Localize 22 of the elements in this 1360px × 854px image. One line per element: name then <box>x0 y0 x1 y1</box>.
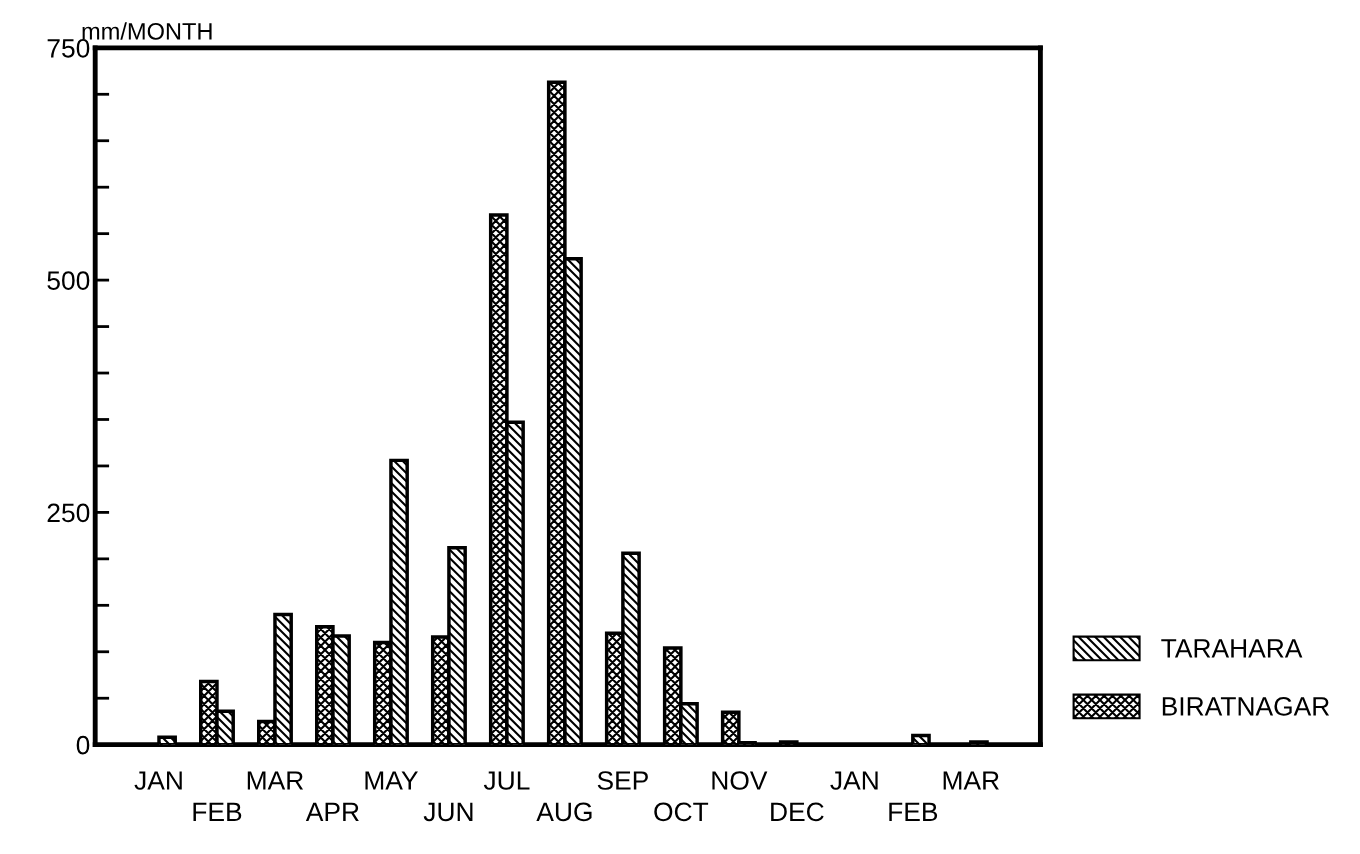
x-tick-label: JAN <box>134 771 182 790</box>
x-tick-label: APR <box>305 802 359 821</box>
x-tick-label: FEB <box>889 802 938 821</box>
legend-label: TARAHARA <box>1161 639 1303 658</box>
x-tick-label: FEB <box>193 802 242 821</box>
x-tick-label: JAN <box>830 771 878 790</box>
y-axis-title: mm/MONTH <box>82 22 212 40</box>
y-tick-label: 750 <box>47 38 90 58</box>
x-tick-label: OCT <box>654 802 709 822</box>
legend-label: BIRATNAGAR <box>1162 697 1330 716</box>
x-tick-label: JUN <box>423 802 473 822</box>
y-tick-label: 250 <box>47 503 90 523</box>
y-tick-label: 500 <box>47 271 90 290</box>
x-tick-label: MAR <box>943 771 999 790</box>
x-tick-label: JUL <box>483 771 530 790</box>
x-tick-label: SEP <box>597 771 648 790</box>
x-tick-label: NOV <box>712 771 768 790</box>
x-tick-label: MAR <box>247 771 304 790</box>
x-tick-label: DEC <box>771 802 824 822</box>
x-tick-label: MAY <box>365 771 418 790</box>
x-tick-label: AUG <box>536 802 592 822</box>
y-tick-label: 0 <box>76 735 90 755</box>
